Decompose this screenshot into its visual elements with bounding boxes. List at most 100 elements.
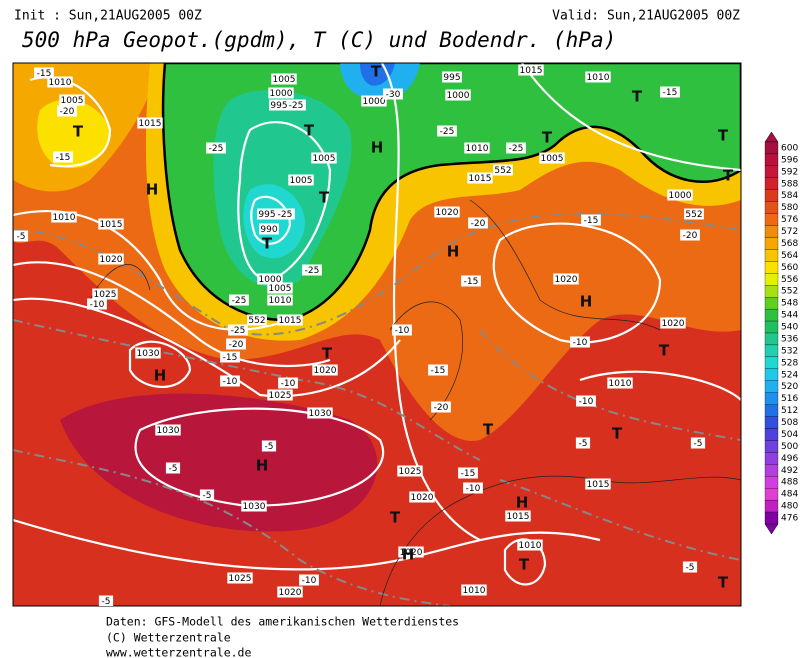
- colorbar-swatch: [764, 499, 779, 513]
- contour-label: 1025: [229, 574, 252, 584]
- pressure-center: T: [304, 122, 315, 140]
- contour-label: 1010: [463, 586, 486, 596]
- colorbar-label: 544: [781, 311, 798, 321]
- label-box: [398, 546, 424, 558]
- colorbar-swatch: [764, 237, 779, 250]
- init-time: Init : Sun,21AUG2005 00Z: [14, 9, 202, 24]
- label-box: [684, 208, 704, 220]
- contour-label: 1025: [269, 391, 292, 401]
- contour-label: -20: [60, 107, 75, 117]
- colorbar-swatch: [764, 261, 779, 274]
- contour-label: 1025: [399, 467, 422, 477]
- contour-label: 1015: [100, 220, 123, 230]
- label-box: [57, 105, 77, 117]
- label-box: [467, 172, 493, 184]
- contour-label: 1010: [587, 73, 610, 83]
- label-box: [442, 71, 462, 83]
- contour-label: -25: [231, 326, 246, 336]
- pressure-center: T: [718, 127, 729, 145]
- contour-label: -20: [471, 219, 486, 229]
- label-box: [275, 208, 295, 220]
- contour-label: -25: [305, 266, 320, 276]
- colorbar-label: 536: [781, 334, 798, 344]
- colorbar-label: 576: [781, 215, 798, 225]
- contour-label: 1005: [273, 75, 296, 85]
- contour-label: -5: [169, 464, 178, 474]
- label-box: [517, 539, 543, 551]
- label-box: [311, 152, 337, 164]
- valid-time: Valid: Sun,21AUG2005 00Z: [552, 9, 740, 24]
- label-box: [206, 142, 226, 154]
- pressure-center: T: [659, 342, 670, 360]
- colorbar-swatch: [764, 249, 779, 262]
- colorbar-label: 496: [781, 454, 798, 464]
- contour-label: 1020: [411, 493, 434, 503]
- contour-label: -5: [265, 442, 274, 452]
- map-frame: [12, 62, 742, 607]
- contour-label: -5: [17, 232, 26, 242]
- colorbar-top-cap: [764, 131, 779, 143]
- colorbar-label: 588: [781, 179, 798, 189]
- contour-label: -15: [464, 277, 479, 287]
- label-box: [307, 407, 333, 419]
- colorbar-swatch: [764, 476, 779, 489]
- pressure-center: H: [516, 494, 529, 512]
- contour-label: -10: [573, 338, 588, 348]
- colorbar-swatch: [764, 452, 779, 465]
- contour-label: -15: [663, 88, 678, 98]
- contour-label: 1005: [290, 176, 313, 186]
- label-box: [409, 491, 435, 503]
- isobars: [13, 63, 741, 586]
- label-box: [53, 151, 73, 163]
- colorbar-label: 560: [781, 263, 798, 273]
- footer-source: Daten: GFS-Modell des amerikanischen Wet…: [106, 615, 459, 629]
- label-box: [247, 314, 267, 326]
- label-box: [607, 377, 633, 389]
- label-box: [155, 424, 181, 436]
- colorbar-swatch: [764, 141, 779, 155]
- colorbar-label: 488: [781, 478, 798, 488]
- label-box: [361, 95, 387, 107]
- contour-label: 1010: [466, 144, 489, 154]
- colorbar-swatch: [764, 368, 779, 381]
- colorbar-label: 500: [781, 442, 798, 452]
- colorbar-label: 504: [781, 430, 798, 440]
- colorbar-label: 568: [781, 239, 798, 249]
- colorbar-bottom-cap: [764, 523, 779, 535]
- contour-label: 1030: [157, 426, 180, 436]
- contour-label: 1020: [400, 548, 423, 558]
- label-box: [518, 64, 544, 76]
- contour-label: 1000: [259, 275, 282, 285]
- contour-label: -10: [90, 300, 105, 310]
- label-box: [286, 99, 306, 111]
- label-box: [553, 273, 579, 285]
- label-box: [277, 314, 303, 326]
- colorbar-label: 520: [781, 382, 798, 392]
- label-box: [660, 86, 680, 98]
- contour-label: -25: [209, 144, 224, 154]
- map-title: 500 hPa Geopot.(gpdm), T (C) und Bodendr…: [22, 28, 616, 52]
- label-box: [660, 317, 686, 329]
- pressure-center: T: [519, 556, 530, 574]
- contour-label: 552: [248, 316, 265, 326]
- contour-label: -10: [579, 397, 594, 407]
- contour-label: 1020: [436, 208, 459, 218]
- map-labels: -1510101005-20T-15H101510101015-51020102…: [13, 63, 734, 606]
- contour-label: 1020: [314, 366, 337, 376]
- label-box: [267, 389, 293, 401]
- colorbar-swatch: [764, 201, 779, 214]
- contour-label: -15: [37, 69, 52, 79]
- colorbar-swatch: [764, 320, 779, 334]
- contour-label: 1010: [53, 213, 76, 223]
- label-box: [135, 347, 161, 359]
- contour-label: -25: [289, 101, 304, 111]
- colorbar-swatch: [764, 380, 779, 393]
- label-box: [434, 206, 460, 218]
- pressure-center: T: [723, 167, 734, 185]
- contour-label: 1020: [100, 255, 123, 265]
- contour-label: -10: [466, 484, 481, 494]
- contour-label: -25: [509, 144, 524, 154]
- label-box: [269, 99, 289, 111]
- label-box: [437, 125, 457, 137]
